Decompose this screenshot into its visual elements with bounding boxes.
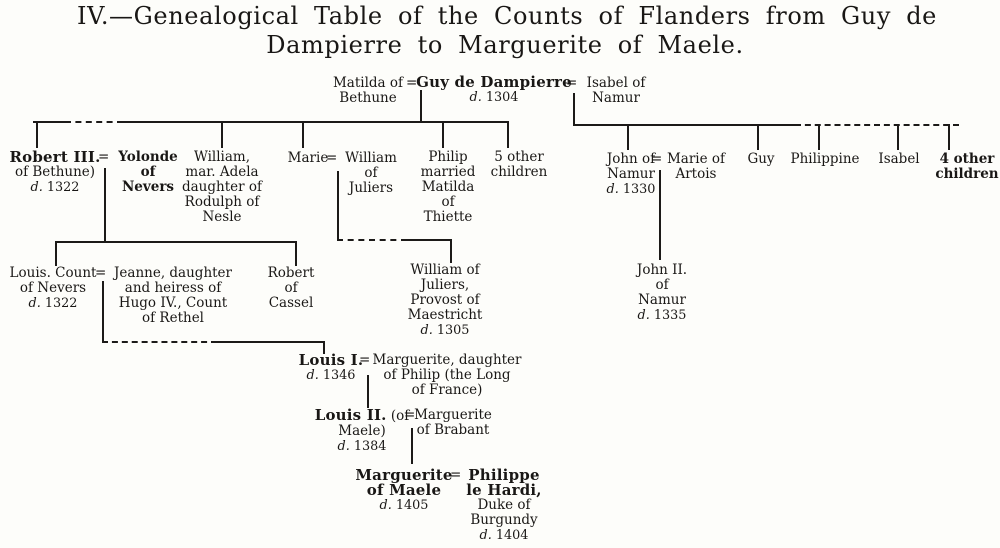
death-date: d. 1346 (306, 368, 356, 383)
marriage-equals-louisI-marguerite: = (359, 352, 371, 368)
death-date: d. 1404 (479, 528, 529, 543)
label-5-other-children: 5 other children (490, 149, 548, 180)
person-philippine: Philippine (790, 151, 860, 167)
connector-louisII-descent (411, 428, 413, 464)
connector-robert3-children-bar (55, 241, 297, 243)
connector-drop-philippine (818, 124, 820, 150)
marriage-equals-marie-william: = (326, 150, 338, 166)
person-william-of-juliers-provost: William of Juliers, Provost of Maestrich… (407, 262, 483, 339)
person-louis-ii: Louis II. (of Maele) d. 1384 (314, 406, 410, 455)
marriage-equals-robert-yolonde: = (98, 149, 110, 165)
death-date: d. 1384 (337, 439, 387, 454)
person-marguerite-of-maele: Marguerite of Maele d. 1405 (355, 466, 453, 514)
person-louis-i: Louis I. d. 1346 (298, 351, 364, 384)
person-louis-count-of-nevers: Louis. Count of Nevers d. 1322 (9, 265, 97, 312)
person-guy-de-dampierre: Guy de Dampierre d. 1304 (416, 73, 572, 106)
connector-marie-william-descent (337, 171, 339, 239)
connector-louisI-link-dashed (102, 341, 217, 343)
marriage-equals-louisII-marguerite: = (404, 407, 416, 423)
marriage-equals-john-marie: = (651, 151, 663, 167)
person-yolonde-of-nevers: Yolonde of Nevers (118, 149, 178, 195)
connector-drop-4other (948, 124, 950, 150)
person-matilda-of-bethune: Matilda of Bethune (332, 75, 404, 106)
connector-sibling-bar1b (123, 121, 509, 123)
connector-drop-marie (302, 121, 304, 148)
connector-drop-william (221, 121, 223, 148)
person-marguerite-of-brabant: Marguerite of Brabant (414, 407, 492, 438)
marriage-equals-guy-isabel: = (566, 75, 578, 91)
connector-williamjuliers-lead (450, 239, 452, 263)
connector-drop-louiscount (55, 241, 57, 266)
person-john-ii-of-namur: John II. of Namur d. 1335 (636, 262, 688, 324)
person-william-of-juliers: William of Juliers (345, 150, 397, 196)
person-philippe-le-hardi: Philippe le Hardi, Duke of Burgundy d. 1… (466, 466, 542, 544)
person-marguerite-of-france: Marguerite, daughter of Philip (the Long… (372, 352, 522, 398)
marriage-equals-marguerite-philippe: = (450, 467, 462, 483)
marriage-equals-matilda-guy: = (406, 75, 418, 91)
connector-john-marie-descent (659, 170, 661, 260)
person-jeanne-of-rethel: Jeanne, daughter and heiress of Hugo IV.… (114, 265, 232, 326)
person-philip-thiette: Philip married Matilda of Thiette (420, 149, 476, 225)
person-robert-iii: Robert III. of Bethune) d. 1322 (9, 148, 101, 196)
person-john-of-namur: John of Namur d. 1330 (606, 151, 656, 198)
death-date: d. 1335 (637, 308, 687, 323)
connector-drop-5other (507, 121, 509, 148)
person-marie: Marie (287, 150, 329, 166)
connector-sibling-bar1-dashed (65, 121, 123, 123)
connector-drop-john (627, 124, 629, 150)
person-robert-of-cassel: Robert of Cassel (267, 265, 315, 311)
person-guy: Guy (747, 151, 775, 167)
connector-louisI-lead (323, 341, 325, 354)
connector-sibling-bar1 (33, 121, 65, 123)
death-date: d. 1304 (469, 90, 519, 105)
label-4-other-children: 4 other children (935, 151, 999, 182)
marriage-equals-louis-jeanne: = (95, 265, 107, 281)
person-isabel-of-namur: Isabel of Namur (586, 75, 646, 106)
death-date: d. 1322 (28, 296, 78, 311)
connector-sibling-bar2 (573, 124, 795, 126)
death-date: d. 1322 (30, 180, 80, 195)
connector-drop-isabel2 (897, 124, 899, 150)
connector-robert-yolonde-descent (104, 168, 106, 242)
connector-marie-child-dashed (337, 239, 407, 241)
connector-louis-jeanne-descent (102, 281, 104, 342)
connector-louisI-descent (367, 375, 369, 408)
connector-guy-matilda-descent (420, 90, 422, 123)
death-date: d. 1330 (606, 182, 656, 197)
connector-guy-isabel-descent (573, 93, 575, 126)
death-date: d. 1305 (420, 323, 470, 338)
connector-drop-robertcassel (295, 241, 297, 266)
connector-sibling-bar2-dashed (795, 124, 959, 126)
person-william-adela: William, mar. Adela daughter of Rodulph … (181, 149, 263, 225)
person-marie-of-artois: Marie of Artois (666, 151, 726, 182)
connector-drop-guy2 (757, 124, 759, 150)
connector-louisI-link (217, 341, 325, 343)
death-date: d. 1405 (379, 498, 429, 513)
person-isabel: Isabel (878, 151, 920, 167)
page-title-line1: IV.—Genealogical Table of the Counts of … (77, 2, 937, 30)
page-title-line2: Dampierre to Marguerite of Maele. (266, 31, 744, 59)
connector-drop-robert3 (36, 121, 38, 148)
connector-marie-child (407, 239, 452, 241)
connector-drop-philip (442, 121, 444, 148)
